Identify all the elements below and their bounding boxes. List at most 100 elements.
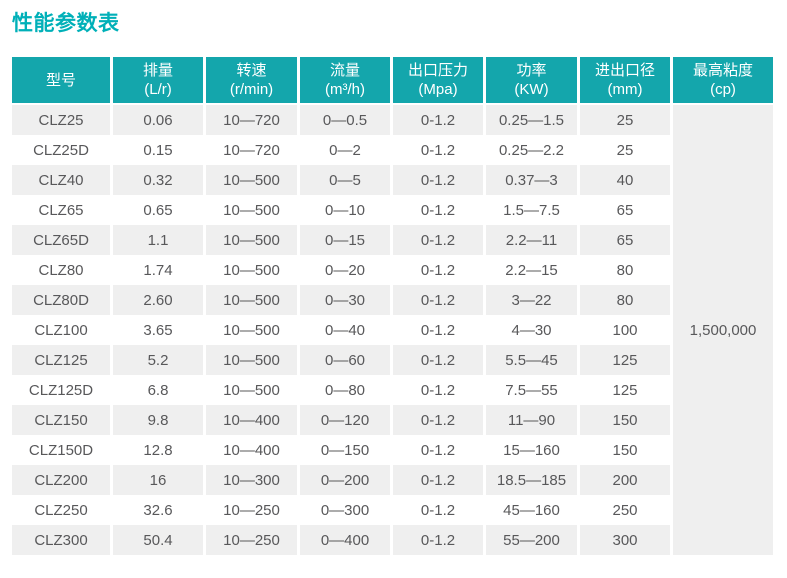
col-header-flow: 流量 (m³/h)	[300, 57, 390, 105]
cell-diameter: 65	[580, 225, 670, 255]
cell-power: 11—90	[486, 405, 577, 435]
cell-displacement: 5.2	[113, 345, 203, 375]
cell-model: CLZ40	[12, 165, 110, 195]
cell-diameter: 100	[580, 315, 670, 345]
col-header-name: 出口压力	[407, 62, 468, 79]
col-header-name: 转速	[236, 62, 267, 79]
col-header-model: 型号	[12, 57, 110, 105]
cell-diameter: 80	[580, 285, 670, 315]
table-row: CLZ65D 1.1 10—500 0—15 0-1.2 2.2—11 65	[12, 225, 773, 255]
table-row: CLZ40 0.32 10—500 0—5 0-1.2 0.37—3 40	[12, 165, 773, 195]
col-header-name: 流量	[329, 62, 360, 79]
cell-pressure: 0-1.2	[393, 405, 483, 435]
cell-speed: 10—500	[206, 285, 297, 315]
cell-power: 0.37—3	[486, 165, 577, 195]
cell-diameter: 300	[580, 525, 670, 555]
table-row: CLZ65 0.65 10—500 0—10 0-1.2 1.5—7.5 65	[12, 195, 773, 225]
table-row: CLZ80 1.74 10—500 0—20 0-1.2 2.2—15 80	[12, 255, 773, 285]
col-header-displacement: 排量 (L/r)	[113, 57, 203, 105]
cell-speed: 10—500	[206, 195, 297, 225]
cell-pressure: 0-1.2	[393, 255, 483, 285]
cell-displacement: 32.6	[113, 495, 203, 525]
table-row: CLZ150D 12.8 10—400 0—150 0-1.2 15—160 150	[12, 435, 773, 465]
table-body: CLZ25 0.06 10—720 0—0.5 0-1.2 0.25—1.5 25 1,500…	[12, 105, 773, 555]
cell-diameter: 25	[580, 105, 670, 135]
cell-displacement: 0.32	[113, 165, 203, 195]
col-header-unit: (cp)	[710, 81, 736, 98]
cell-displacement: 0.06	[113, 105, 203, 135]
col-header-unit: (m³/h)	[325, 81, 365, 98]
col-header-name: 型号	[45, 71, 76, 89]
cell-flow: 0—80	[300, 375, 390, 405]
cell-displacement: 3.65	[113, 315, 203, 345]
cell-displacement: 9.8	[113, 405, 203, 435]
cell-model: CLZ25	[12, 105, 110, 135]
cell-speed: 10—500	[206, 225, 297, 255]
col-header-power: 功率 (KW)	[486, 57, 577, 105]
cell-model: CLZ25D	[12, 135, 110, 165]
cell-speed: 10—500	[206, 345, 297, 375]
col-header-unit: (r/min)	[229, 81, 274, 98]
col-header-diameter: 进出口径 (mm)	[580, 57, 670, 105]
cell-flow: 0—60	[300, 345, 390, 375]
cell-displacement: 6.8	[113, 375, 203, 405]
cell-diameter: 125	[580, 345, 670, 375]
cell-displacement: 1.1	[113, 225, 203, 255]
table-row: CLZ150 9.8 10—400 0—120 0-1.2 11—90 150	[12, 405, 773, 435]
cell-diameter: 200	[580, 465, 670, 495]
cell-speed: 10—720	[206, 135, 297, 165]
col-header-speed: 转速 (r/min)	[206, 57, 297, 105]
cell-model: CLZ65D	[12, 225, 110, 255]
cell-power: 4—30	[486, 315, 577, 345]
cell-flow: 0—15	[300, 225, 390, 255]
cell-displacement: 0.65	[113, 195, 203, 225]
cell-pressure: 0-1.2	[393, 345, 483, 375]
cell-displacement: 1.74	[113, 255, 203, 285]
table-row: CLZ200 16 10—300 0—200 0-1.2 18.5—185 200	[12, 465, 773, 495]
cell-speed: 10—500	[206, 315, 297, 345]
cell-power: 55—200	[486, 525, 577, 555]
cell-model: CLZ200	[12, 465, 110, 495]
cell-max-viscosity: 1,500,000	[673, 105, 773, 555]
cell-pressure: 0-1.2	[393, 495, 483, 525]
cell-speed: 10—500	[206, 375, 297, 405]
col-header-pressure: 出口压力 (Mpa)	[393, 57, 483, 105]
cell-displacement: 0.15	[113, 135, 203, 165]
cell-diameter: 150	[580, 405, 670, 435]
cell-pressure: 0-1.2	[393, 195, 483, 225]
col-header-unit: (KW)	[514, 81, 549, 98]
table-header: 型号 排量 (L/r) 转速 (r/min) 流量 (m³/h) 出口压力 (Mpa) 功率 (KW…	[12, 57, 773, 105]
col-header-name: 排量	[142, 62, 173, 79]
cell-model: CLZ125	[12, 345, 110, 375]
cell-flow: 0—200	[300, 465, 390, 495]
col-header-unit: (mm)	[607, 81, 643, 98]
cell-power: 2.2—15	[486, 255, 577, 285]
cell-flow: 0—120	[300, 405, 390, 435]
col-header-name: 最高粘度	[692, 62, 753, 79]
cell-displacement: 2.60	[113, 285, 203, 315]
table-row: CLZ25 0.06 10—720 0—0.5 0-1.2 0.25—1.5 25 1,500…	[12, 105, 773, 555]
cell-pressure: 0-1.2	[393, 135, 483, 165]
cell-speed: 10—250	[206, 525, 297, 555]
cell-power: 45—160	[486, 495, 577, 525]
cell-flow: 0—2	[300, 135, 390, 165]
cell-pressure: 0-1.2	[393, 225, 483, 255]
cell-displacement: 12.8	[113, 435, 203, 465]
cell-power: 7.5—55	[486, 375, 577, 405]
cell-diameter: 65	[580, 195, 670, 225]
cell-flow: 0—20	[300, 255, 390, 285]
cell-power: 2.2—11	[486, 225, 577, 255]
table-row: CLZ250 32.6 10—250 0—300 0-1.2 45—160 250	[12, 495, 773, 525]
cell-flow: 0—0.5	[300, 105, 390, 135]
cell-model: CLZ80	[12, 255, 110, 285]
cell-flow: 0—10	[300, 195, 390, 225]
cell-flow: 0—5	[300, 165, 390, 195]
cell-power: 0.25—1.5	[486, 105, 577, 135]
cell-pressure: 0-1.2	[393, 465, 483, 495]
col-header-unit: (Mpa)	[418, 81, 458, 98]
cell-power: 5.5—45	[486, 345, 577, 375]
cell-pressure: 0-1.2	[393, 525, 483, 555]
cell-speed: 10—400	[206, 435, 297, 465]
col-header-unit: (L/r)	[144, 81, 172, 98]
cell-model: CLZ125D	[12, 375, 110, 405]
